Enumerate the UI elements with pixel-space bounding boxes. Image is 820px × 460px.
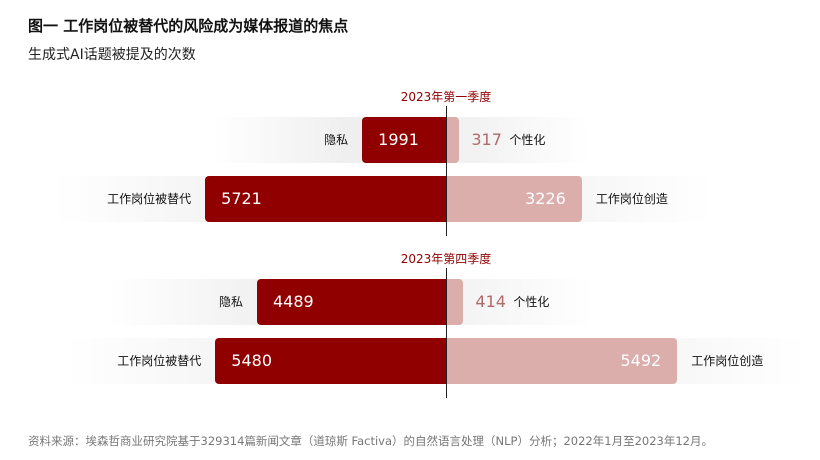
period-label: 2023年第一季度 — [400, 90, 492, 104]
value-left: 5721 — [221, 189, 262, 208]
period-label: 2023年第四季度 — [400, 252, 492, 266]
value-right: 414 — [475, 292, 506, 311]
bar-left — [205, 176, 446, 222]
figure-subtitle: 生成式AI话题被提及的次数 — [28, 47, 196, 63]
bar-right — [446, 117, 460, 163]
bar-right — [446, 279, 464, 325]
label-right: 工作岗位创造 — [595, 192, 668, 206]
label-left: 工作岗位被替代 — [117, 354, 202, 368]
value-right: 5492 — [620, 351, 662, 370]
center-axis — [446, 268, 447, 398]
label-left: 隐私 — [324, 133, 349, 147]
label-left: 隐私 — [219, 295, 244, 309]
value-right: 3226 — [525, 189, 566, 208]
bar-left — [215, 338, 446, 384]
value-left: 4489 — [273, 292, 314, 311]
label-right: 个性化 — [513, 295, 550, 309]
label-right: 工作岗位创造 — [691, 354, 764, 368]
bar-left — [257, 279, 446, 325]
figure-title: 图一 工作岗位被替代的风险成为媒体报道的焦点 — [28, 17, 349, 35]
label-left: 工作岗位被替代 — [107, 192, 192, 206]
bar-right — [446, 338, 678, 384]
value-left: 1991 — [378, 130, 419, 149]
value-left: 5480 — [231, 351, 272, 370]
bar-left — [362, 117, 446, 163]
bar-right — [446, 176, 582, 222]
center-axis — [446, 106, 447, 236]
label-right: 个性化 — [509, 133, 546, 147]
source-note: 资料来源：埃森哲商业研究院基于329314篇新闻文章（道琼斯 Factiva）的… — [28, 434, 713, 448]
value-right: 317 — [471, 130, 502, 149]
